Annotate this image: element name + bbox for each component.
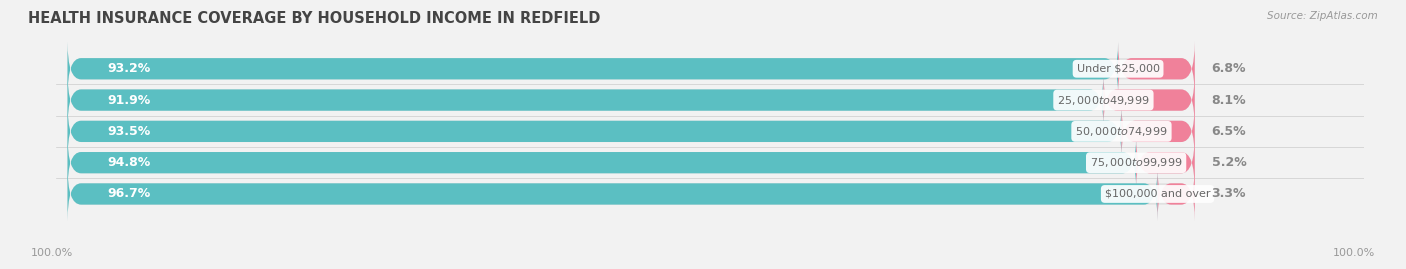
Text: 93.2%: 93.2%	[107, 62, 150, 75]
FancyBboxPatch shape	[67, 167, 1157, 221]
Text: 6.5%: 6.5%	[1212, 125, 1246, 138]
Text: 5.2%: 5.2%	[1212, 156, 1246, 169]
FancyBboxPatch shape	[1118, 42, 1195, 96]
FancyBboxPatch shape	[67, 136, 1195, 190]
Text: 94.8%: 94.8%	[107, 156, 150, 169]
FancyBboxPatch shape	[67, 136, 1136, 190]
FancyBboxPatch shape	[1104, 73, 1195, 127]
FancyBboxPatch shape	[67, 42, 1195, 96]
FancyBboxPatch shape	[67, 104, 1195, 158]
Text: 8.1%: 8.1%	[1212, 94, 1246, 107]
Text: 96.7%: 96.7%	[107, 187, 150, 200]
Text: 3.3%: 3.3%	[1212, 187, 1246, 200]
FancyBboxPatch shape	[67, 167, 1195, 221]
FancyBboxPatch shape	[67, 73, 1104, 127]
Text: 100.0%: 100.0%	[1333, 248, 1375, 258]
Text: 93.5%: 93.5%	[107, 125, 150, 138]
Text: $75,000 to $99,999: $75,000 to $99,999	[1090, 156, 1182, 169]
Text: Under $25,000: Under $25,000	[1077, 64, 1160, 74]
Text: $25,000 to $49,999: $25,000 to $49,999	[1057, 94, 1150, 107]
Text: $100,000 and over: $100,000 and over	[1105, 189, 1211, 199]
Text: 100.0%: 100.0%	[31, 248, 73, 258]
FancyBboxPatch shape	[1136, 136, 1195, 190]
FancyBboxPatch shape	[67, 42, 1118, 96]
Text: 91.9%: 91.9%	[107, 94, 150, 107]
Text: 6.8%: 6.8%	[1212, 62, 1246, 75]
Text: Source: ZipAtlas.com: Source: ZipAtlas.com	[1267, 11, 1378, 21]
FancyBboxPatch shape	[1122, 104, 1195, 158]
Text: HEALTH INSURANCE COVERAGE BY HOUSEHOLD INCOME IN REDFIELD: HEALTH INSURANCE COVERAGE BY HOUSEHOLD I…	[28, 11, 600, 26]
Text: $50,000 to $74,999: $50,000 to $74,999	[1076, 125, 1168, 138]
FancyBboxPatch shape	[67, 104, 1122, 158]
FancyBboxPatch shape	[1157, 167, 1195, 221]
FancyBboxPatch shape	[67, 73, 1195, 127]
